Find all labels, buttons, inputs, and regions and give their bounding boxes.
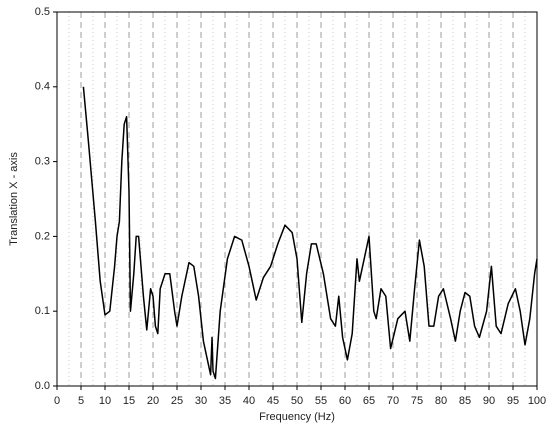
x-tick-label: 15 [123, 395, 135, 407]
x-tick-label: 25 [171, 395, 183, 407]
x-tick-label: 5 [78, 395, 84, 407]
x-tick-label: 30 [195, 395, 207, 407]
plot-frame [56, 11, 538, 387]
y-axis-label: Translation X - axis [8, 152, 20, 246]
x-tick-label: 80 [435, 395, 447, 407]
x-tick-label: 85 [459, 395, 471, 407]
x-tick-label: 0 [54, 395, 60, 407]
y-tick-label: 0.4 [35, 81, 50, 93]
x-tick-label: 95 [507, 395, 519, 407]
x-tick-label: 55 [315, 395, 327, 407]
x-tick-label: 70 [387, 395, 399, 407]
y-tick-label: 0.5 [35, 6, 50, 18]
x-tick-label: 20 [147, 395, 159, 407]
x-tick-label: 35 [219, 395, 231, 407]
data-line [82, 86, 538, 380]
x-tick-label: 90 [483, 395, 495, 407]
x-tick-label: 45 [267, 395, 279, 407]
x-tick-label: 65 [363, 395, 375, 407]
y-tick-label: 0.3 [35, 156, 50, 168]
x-tick-label: 10 [99, 395, 111, 407]
x-tick-label: 75 [411, 395, 423, 407]
x-tick-label: 100 [528, 395, 546, 407]
x-tick-label: 40 [243, 395, 255, 407]
y-tick-label: 0.0 [35, 380, 50, 392]
y-tick-label: 0.1 [35, 305, 50, 317]
y-tick-label: 0.2 [35, 230, 50, 242]
x-tick-label: 60 [339, 395, 351, 407]
x-axis-label: Frequency (Hz) [259, 411, 335, 423]
x-tick-label: 50 [291, 395, 303, 407]
